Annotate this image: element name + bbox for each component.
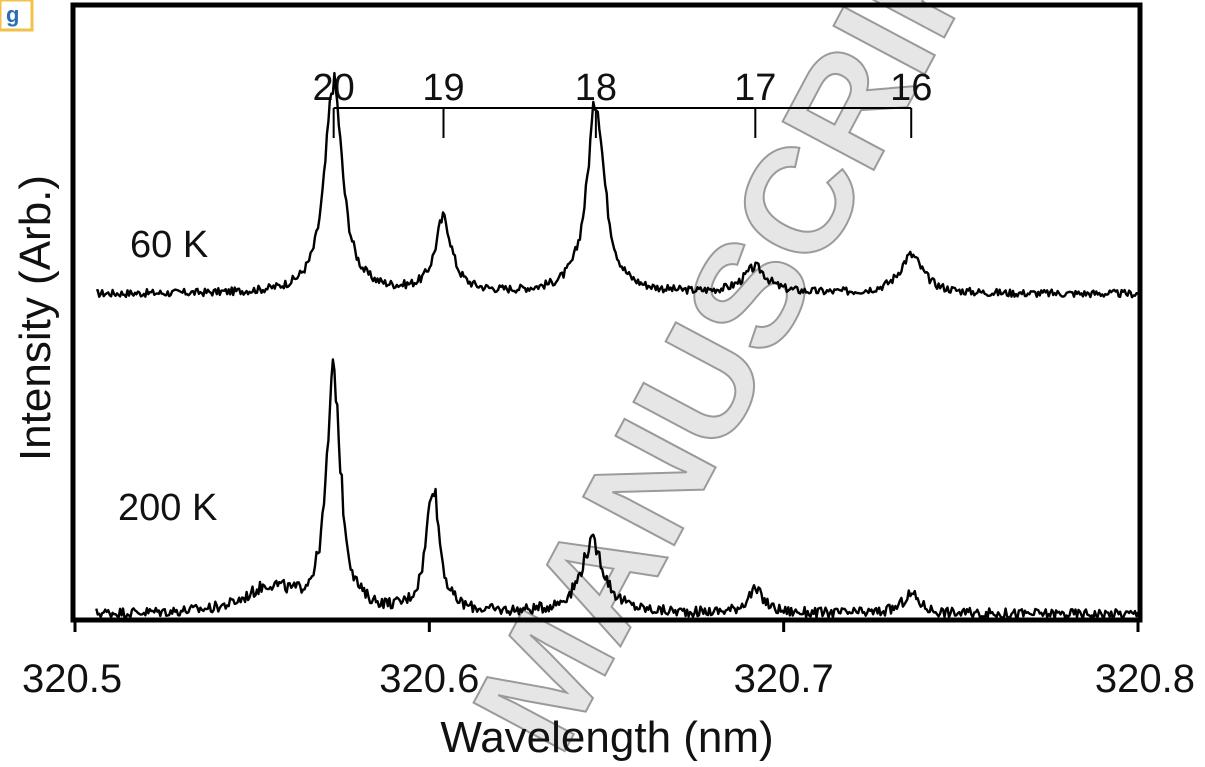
series-line-200k: [95, 358, 1140, 620]
x-axis-title: Wavelength (nm): [440, 713, 773, 762]
watermark-text: MANUSCRIPT: [440, 0, 1058, 767]
marker-label: 17: [734, 67, 776, 109]
plot-frame: [70, 2, 1143, 623]
x-axis-ticks: [73, 620, 1140, 632]
x-tick-label: 320.7: [734, 657, 834, 701]
series-line-60k: [96, 71, 1139, 299]
x-tick-label: 320.8: [1095, 657, 1195, 701]
series-label-60k: 60 K: [130, 224, 208, 266]
x-tick-label: 320.5: [22, 657, 122, 701]
marker-label: 18: [575, 67, 617, 109]
corner-tag-text: g: [6, 2, 19, 27]
x-tick-label: 320.6: [379, 657, 479, 701]
series-lines: [95, 71, 1140, 620]
marker-label: 19: [422, 67, 464, 109]
x-axis-tick-labels: 320.5 320.6 320.7 320.8: [22, 657, 1195, 701]
watermark: MANUSCRIPT: [439, 0, 1059, 767]
y-axis-title: Intensity (Arb.): [11, 175, 60, 461]
corner-tag: g: [0, 0, 34, 32]
series-label-200k: 200 K: [118, 487, 217, 529]
marker-label: 16: [890, 67, 932, 109]
